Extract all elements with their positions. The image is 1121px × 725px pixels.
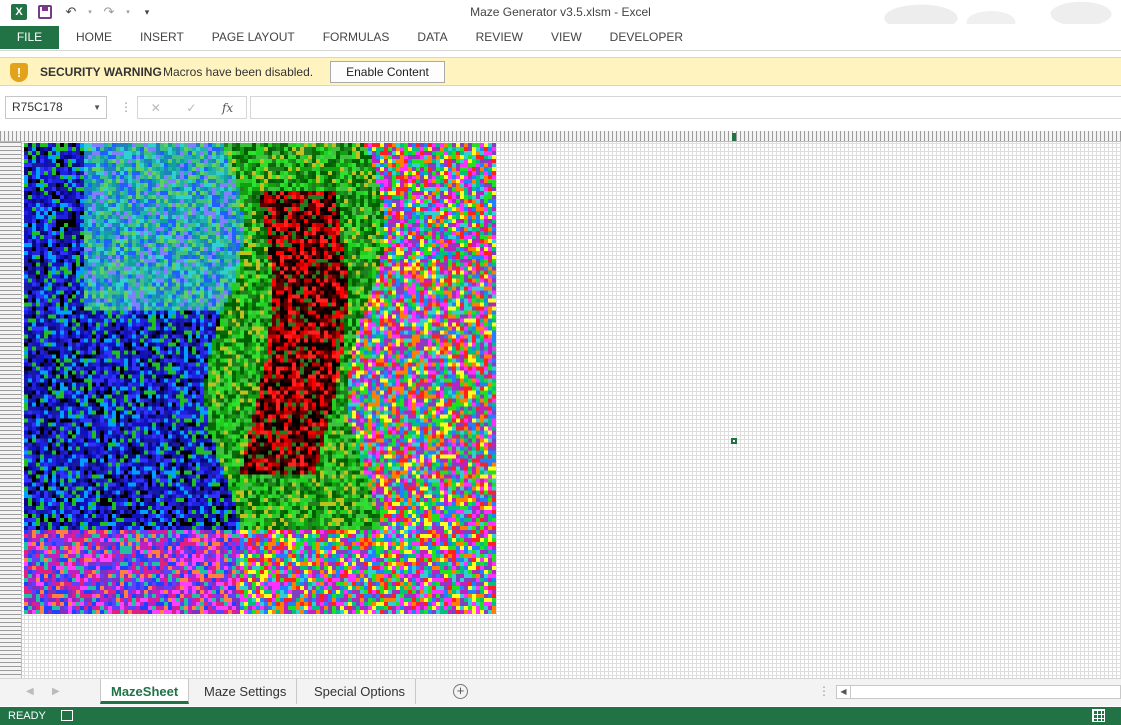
excel-logo-icon[interactable]: X bbox=[8, 2, 30, 22]
window-title: Maze Generator v3.5.xlsm - Excel bbox=[470, 5, 651, 19]
excel-logo-letter: X bbox=[11, 4, 27, 20]
save-icon[interactable] bbox=[34, 2, 56, 22]
ribbon-tabs: HOME INSERT PAGE LAYOUT FORMULAS DATA RE… bbox=[62, 26, 697, 49]
name-box[interactable]: R75C178 ▼ bbox=[5, 96, 107, 119]
tab-insert[interactable]: INSERT bbox=[140, 30, 184, 44]
security-warning-bar: ! SECURITY WARNING Macros have been disa… bbox=[0, 57, 1121, 86]
tab-data[interactable]: DATA bbox=[417, 30, 448, 44]
active-cell[interactable] bbox=[731, 438, 737, 444]
status-text: READY bbox=[8, 710, 46, 722]
redo-icon[interactable]: ↷ bbox=[103, 4, 115, 19]
tab-home[interactable]: HOME bbox=[76, 30, 112, 44]
name-box-value: R75C178 bbox=[12, 100, 63, 114]
normal-view-icon[interactable] bbox=[1092, 709, 1105, 722]
add-sheet-icon[interactable]: + bbox=[453, 684, 468, 699]
insert-function-icon[interactable]: fx bbox=[221, 100, 234, 115]
security-warning-title: SECURITY WARNING bbox=[40, 65, 162, 79]
status-bar: READY bbox=[0, 707, 1121, 725]
formula-bar-grip-icon[interactable]: ⋮ bbox=[120, 100, 132, 114]
horizontal-scrollbar[interactable]: ◀ bbox=[836, 685, 1121, 699]
scroll-tabs-right-icon[interactable]: ▶ bbox=[52, 686, 60, 697]
sheet-tab-maze-settings[interactable]: Maze Settings bbox=[194, 679, 298, 704]
tab-formulas[interactable]: FORMULAS bbox=[322, 30, 390, 44]
title-bar: X ↶ ▾ ↷ ▾ ▾ Maze Generator v3.5.xlsm - E… bbox=[0, 0, 1121, 50]
row-headers[interactable] bbox=[0, 142, 22, 678]
redo-dropdown-icon[interactable]: ▾ bbox=[126, 9, 130, 16]
scroll-tabs-left-icon[interactable]: ◀ bbox=[26, 686, 34, 697]
customize-icon[interactable]: ▾ bbox=[144, 6, 150, 17]
shield-warning-icon: ! bbox=[10, 63, 28, 82]
tab-page-layout[interactable]: PAGE LAYOUT bbox=[211, 30, 295, 44]
quick-access-toolbar: X ↶ ▾ ↷ ▾ ▾ bbox=[8, 2, 158, 22]
file-tab[interactable]: FILE bbox=[0, 26, 59, 49]
chevron-down-icon[interactable]: ▼ bbox=[93, 103, 101, 112]
cancel-icon[interactable]: ✕ bbox=[150, 100, 161, 115]
column-headers[interactable] bbox=[0, 131, 1121, 142]
tab-review[interactable]: REVIEW bbox=[475, 30, 523, 44]
ribbon: FILE HOME INSERT PAGE LAYOUT FORMULAS DA… bbox=[0, 24, 1121, 51]
formula-buttons: ✕ ✓ fx bbox=[137, 96, 247, 119]
security-warning-message: Macros have been disabled. bbox=[163, 65, 314, 79]
tab-developer[interactable]: DEVELOPER bbox=[609, 30, 684, 44]
formula-input[interactable] bbox=[250, 96, 1121, 119]
enable-content-button[interactable]: Enable Content bbox=[330, 61, 445, 83]
worksheet-grid[interactable] bbox=[0, 131, 1121, 678]
sheet-tab-bar: ◀ ▶ MazeSheet Maze Settings Special Opti… bbox=[0, 678, 1121, 706]
sheet-tab-special-options[interactable]: Special Options bbox=[304, 679, 417, 704]
enter-icon[interactable]: ✓ bbox=[186, 100, 197, 115]
tab-split-grip-icon[interactable]: ⋮ bbox=[818, 684, 830, 698]
undo-icon[interactable]: ↶ bbox=[65, 4, 77, 19]
formula-bar: R75C178 ▼ ⋮ ✕ ✓ fx bbox=[0, 93, 1121, 124]
undo-dropdown-icon[interactable]: ▾ bbox=[88, 9, 92, 16]
tab-view[interactable]: VIEW bbox=[550, 30, 582, 44]
scroll-left-icon[interactable]: ◀ bbox=[837, 686, 851, 698]
selected-column-marker bbox=[732, 133, 736, 141]
sheet-tab-mazesheet[interactable]: MazeSheet bbox=[100, 679, 190, 704]
macro-recording-icon[interactable] bbox=[61, 710, 73, 721]
maze-cell-area[interactable] bbox=[24, 143, 496, 614]
